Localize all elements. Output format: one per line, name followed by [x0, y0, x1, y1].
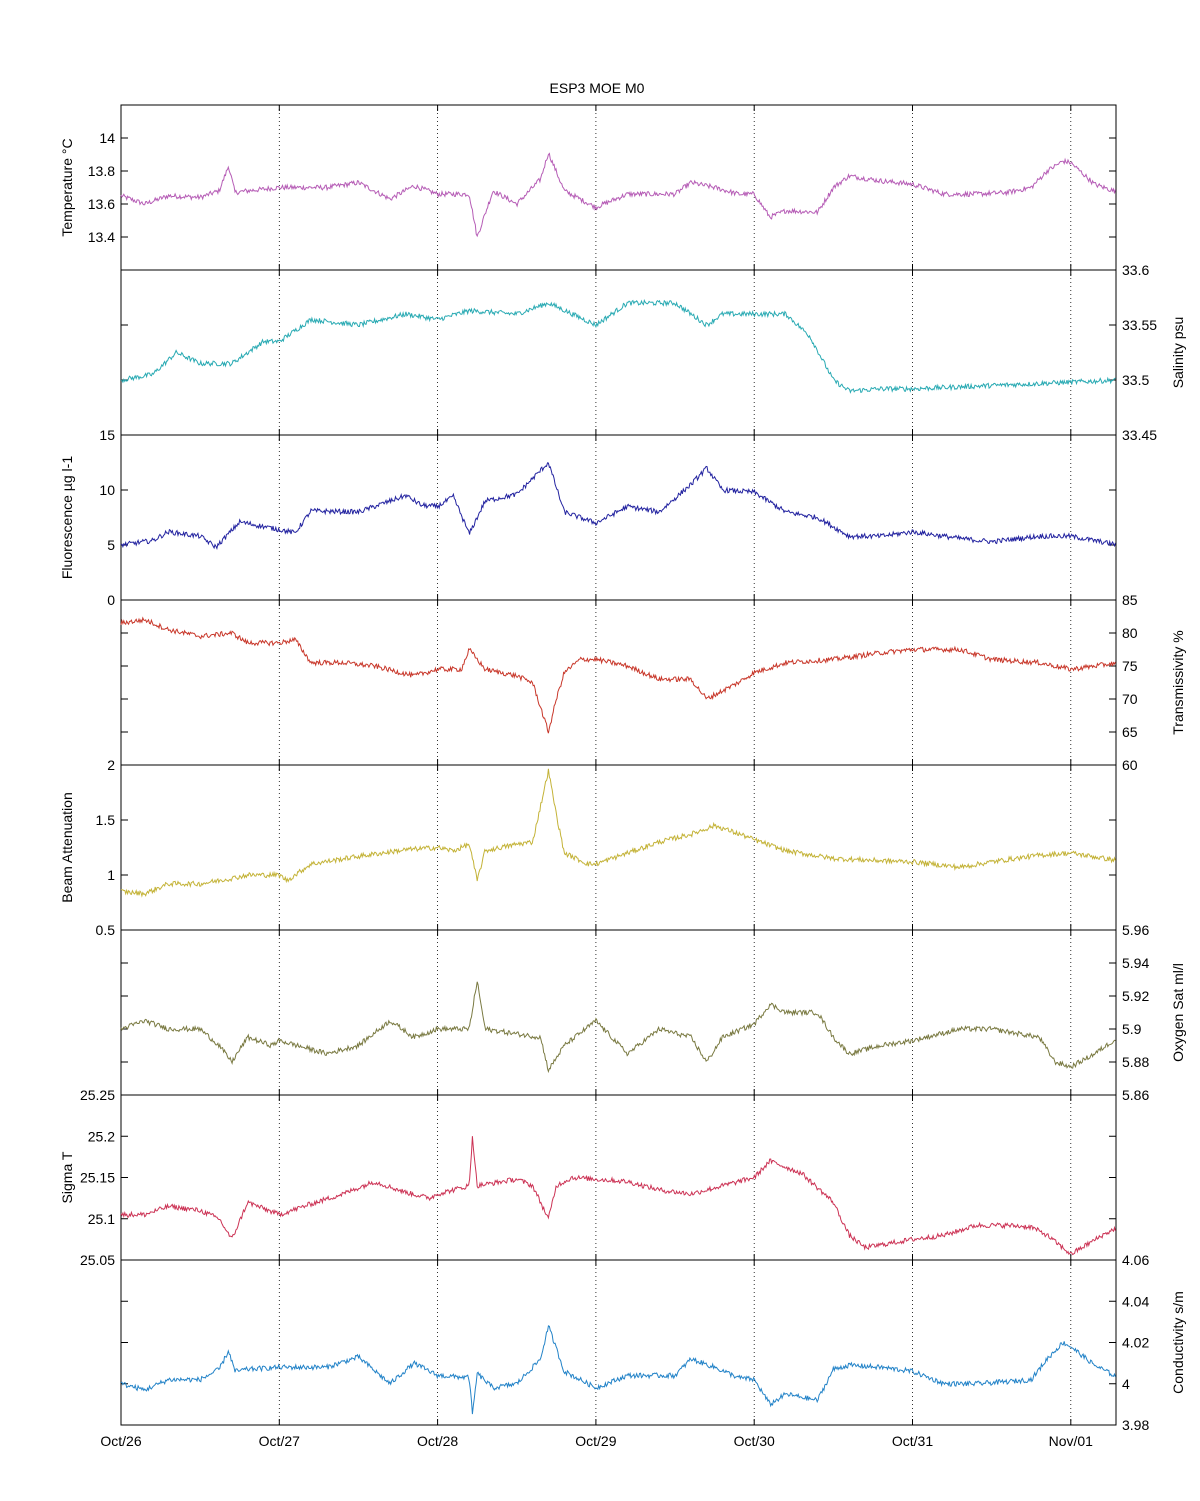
y-tick-label: 3.98: [1122, 1417, 1149, 1433]
panel-frame: [120, 1259, 1117, 1426]
y-axis-label: Salinity psu: [1170, 317, 1186, 389]
panel-7: 25.05 25.1 25.15 25.2 25.25 Sigma T: [59, 1087, 1117, 1268]
y-tick-label: 10: [99, 482, 115, 498]
y-tick-label: 13.6: [88, 196, 115, 212]
y-tick-label: 5.92: [1122, 988, 1149, 1004]
series-line: [120, 1136, 1116, 1256]
panel-frame: [120, 929, 1117, 1096]
y-tick-label: 5.94: [1122, 955, 1149, 971]
series-line: [121, 299, 1116, 394]
y-tick-label: 0: [107, 592, 115, 608]
y-axis-label: Transmissivity %: [1170, 630, 1186, 735]
y-tick-label: 80: [1122, 625, 1138, 641]
y-axis-label: Conductivity s/m: [1170, 1291, 1186, 1394]
panel-frame: [120, 1094, 1117, 1261]
y-tick-label: 5.88: [1122, 1054, 1149, 1070]
y-tick-label: 25.15: [80, 1170, 115, 1186]
y-tick-label: 25.1: [88, 1211, 115, 1227]
panel-8: 3.98 4 4.02 4.04 4.06 Conductivity s/m: [120, 1252, 1186, 1433]
panel-1: 13.4 13.6 13.8 14 Temperature °C: [59, 104, 1117, 271]
panel-4: 60 65 70 75 80 85 Transmissivity %: [120, 592, 1186, 773]
y-axis-label: Fluorescence µg l-1: [59, 456, 75, 579]
panel-frame: [120, 764, 1117, 931]
series-line: [120, 462, 1116, 550]
panel-frame: [120, 434, 1117, 601]
y-tick-label: 25.2: [88, 1128, 115, 1144]
panel-frame: [120, 104, 1117, 271]
y-tick-label: 25.25: [80, 1087, 115, 1103]
y-tick-label: 85: [1122, 592, 1138, 608]
series-line: [120, 768, 1116, 898]
y-tick-label: 13.8: [88, 163, 115, 179]
series-line: [120, 616, 1116, 734]
y-axis-label: Sigma T: [59, 1151, 75, 1203]
series-line: [120, 152, 1116, 238]
y-tick-label: 70: [1122, 691, 1138, 707]
y-tick-label: 33.45: [1122, 427, 1157, 443]
y-tick-label: 5.96: [1122, 922, 1149, 938]
y-axis-label: Temperature °C: [59, 138, 75, 236]
x-tick-label: Oct/31: [892, 1433, 933, 1449]
y-tick-label: 25.05: [80, 1252, 115, 1268]
y-tick-label: 75: [1122, 658, 1138, 674]
y-tick-label: 4.06: [1122, 1252, 1149, 1268]
y-tick-label: 4: [1122, 1376, 1130, 1392]
y-tick-label: 5.86: [1122, 1087, 1149, 1103]
y-tick-label: 13.4: [88, 229, 115, 245]
series-line: [120, 981, 1116, 1074]
panel-6: 5.86 5.88 5.9 5.92 5.94 5.96 Oxygen Sat ml/l: [120, 922, 1186, 1103]
panel-3: 0 5 10 15 Fluorescence µg l-1: [59, 427, 1117, 608]
y-tick-label: 33.6: [1122, 262, 1149, 278]
y-tick-label: 60: [1122, 757, 1138, 773]
x-tick-label: Nov/01: [1049, 1433, 1094, 1449]
y-axis-label: Oxygen Sat ml/l: [1170, 963, 1186, 1062]
y-tick-label: 4.02: [1122, 1335, 1149, 1351]
y-axis-label: Beam Attenuation: [59, 792, 75, 903]
y-tick-label: 33.5: [1122, 372, 1149, 388]
y-tick-label: 5.9: [1122, 1021, 1142, 1037]
x-tick-label: Oct/26: [100, 1433, 141, 1449]
x-tick-label: Oct/30: [734, 1433, 775, 1449]
panel-5: 0.5 1 1.5 2 Beam Attenuation: [59, 757, 1117, 938]
chart-title: ESP3 MOE M0: [550, 80, 645, 96]
series-line: [120, 1325, 1116, 1415]
y-tick-label: 5: [107, 537, 115, 553]
x-tick-label: Oct/29: [575, 1433, 616, 1449]
y-tick-label: 33.55: [1122, 317, 1157, 333]
panel-frame: [120, 269, 1117, 436]
panel-2: 33.45 33.5 33.55 33.6 Salinity psu: [120, 262, 1186, 443]
y-tick-label: 15: [99, 427, 115, 443]
y-tick-label: 1.5: [96, 812, 116, 828]
panel-frame: [120, 599, 1117, 766]
y-tick-label: 65: [1122, 724, 1138, 740]
y-tick-label: 2: [107, 757, 115, 773]
y-tick-label: 1: [107, 867, 115, 883]
y-tick-label: 0.5: [96, 922, 116, 938]
y-tick-label: 14: [99, 130, 115, 146]
x-tick-label: Oct/28: [417, 1433, 458, 1449]
x-axis: Oct/26 Oct/27 Oct/28 Oct/29 Oct/30 Oct/31 Nov/…: [100, 1433, 1093, 1449]
x-tick-label: Oct/27: [259, 1433, 300, 1449]
y-tick-label: 4.04: [1122, 1293, 1149, 1309]
